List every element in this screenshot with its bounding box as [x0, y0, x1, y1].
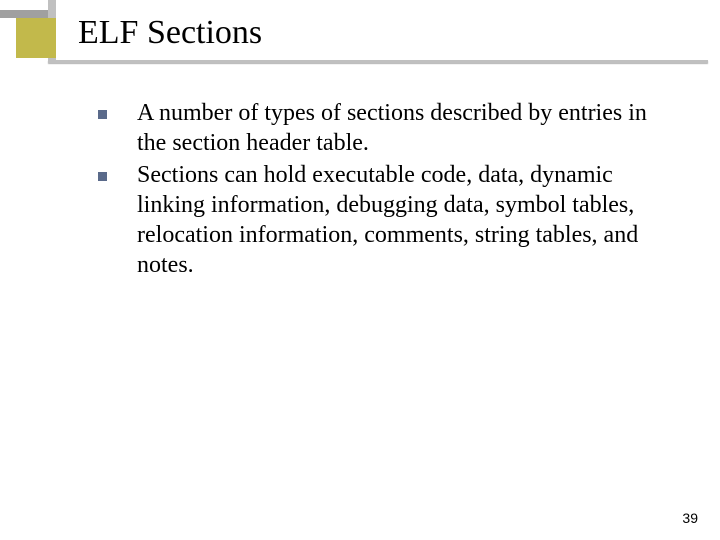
- decor-accent-square: [16, 18, 56, 58]
- square-bullet-icon: [98, 172, 107, 181]
- page-number: 39: [682, 510, 698, 526]
- slide-title: ELF Sections: [78, 14, 262, 52]
- square-bullet-icon: [98, 110, 107, 119]
- bullet-text: Sections can hold executable code, data,…: [137, 160, 680, 280]
- bullet-item: A number of types of sections described …: [78, 98, 680, 158]
- bullet-item: Sections can hold executable code, data,…: [78, 160, 680, 280]
- decor-title-underline: [48, 60, 708, 63]
- bullet-text: A number of types of sections described …: [137, 98, 680, 158]
- slide-content: A number of types of sections described …: [78, 98, 680, 282]
- decor-top-bar: [0, 10, 48, 18]
